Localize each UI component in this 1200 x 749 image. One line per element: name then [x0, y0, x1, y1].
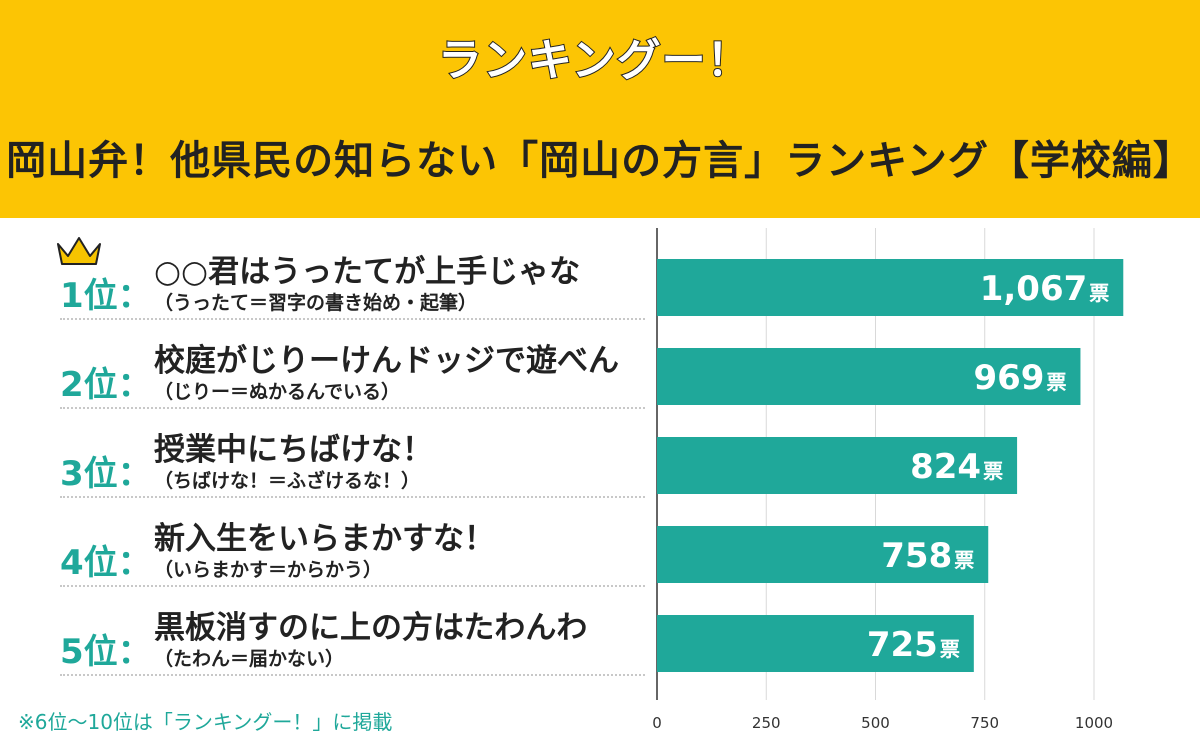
ranking-row: 3位： 授業中にちばけな！ （ちばけな！＝ふざけるな！）	[60, 410, 645, 498]
page-title: 岡山弁！他県民の知らない「岡山の方言」ランキング【学校編】	[6, 138, 1194, 184]
row-divider	[60, 318, 645, 320]
dialect-phrase: 校庭がじりーけんドッジで遊べん	[154, 343, 619, 379]
header-banner: ランキングー！ 岡山弁！他県民の知らない「岡山の方言」ランキング【学校編】	[0, 0, 1200, 218]
bar-value-label: 1,067 票	[980, 269, 1110, 309]
rank-number: 2位：	[60, 365, 152, 405]
logo-text: ランキングー！	[437, 34, 752, 87]
dialect-phrase: ○○君はうったてが上手じゃな	[154, 254, 581, 290]
bar-value-label: 969 票	[973, 358, 1066, 398]
ranking-row: 1位： ○○君はうったてが上手じゃな （うったて＝習字の書き始め・起筆）	[60, 232, 645, 320]
crown-icon	[57, 237, 101, 265]
phrase-meaning: （じりー＝ぬかるんでいる）	[154, 381, 401, 403]
bar-value-label: 725票	[867, 625, 960, 665]
ranking-row: 4位： 新入生をいらまかすな！ （いらまかす＝からかう）	[60, 499, 645, 587]
bar	[657, 526, 989, 583]
row-divider	[60, 674, 645, 676]
rank-number: 5位：	[60, 632, 152, 672]
x-tick-label: 750	[970, 714, 999, 732]
phrase-meaning: （いらまかす＝からかう）	[154, 559, 383, 581]
x-tick-label: 1000	[1075, 714, 1113, 732]
row-divider	[60, 407, 645, 409]
x-tick-label: 0	[652, 714, 662, 732]
dialect-phrase: 新入生をいらまかすな！	[154, 521, 495, 557]
phrase-meaning: （たわん＝届かない）	[154, 648, 345, 670]
row-divider	[60, 585, 645, 587]
bar	[657, 348, 1081, 405]
dialect-phrase: 黒板消すのに上の方はたわんわ	[154, 610, 588, 646]
bar-value-label: 758 票	[881, 536, 974, 576]
bar	[657, 259, 1124, 316]
footnote: ※6位〜10位は「ランキングー！」に掲載	[18, 710, 393, 734]
ranking-goo-logo: ランキングー！	[437, 20, 758, 95]
bar	[657, 615, 974, 672]
bar-value-label: 824 票	[910, 447, 1003, 487]
rank-number: 1位：	[60, 276, 152, 316]
ranking-row: 2位： 校庭がじりーけんドッジで遊べん （じりー＝ぬかるんでいる）	[60, 321, 645, 409]
row-divider	[60, 496, 645, 498]
x-tick-label: 250	[752, 714, 781, 732]
dialect-phrase: 授業中にちばけな！	[154, 432, 433, 468]
rank-number: 3位：	[60, 454, 152, 494]
x-tick-label: 500	[861, 714, 890, 732]
rank-number: 4位：	[60, 543, 152, 583]
phrase-meaning: （うったて＝習字の書き始め・起筆）	[154, 292, 478, 314]
phrase-meaning: （ちばけな！＝ふざけるな！）	[154, 470, 421, 492]
ranking-row: 5位： 黒板消すのに上の方はたわんわ （たわん＝届かない）	[60, 588, 645, 676]
bar	[657, 437, 1018, 494]
